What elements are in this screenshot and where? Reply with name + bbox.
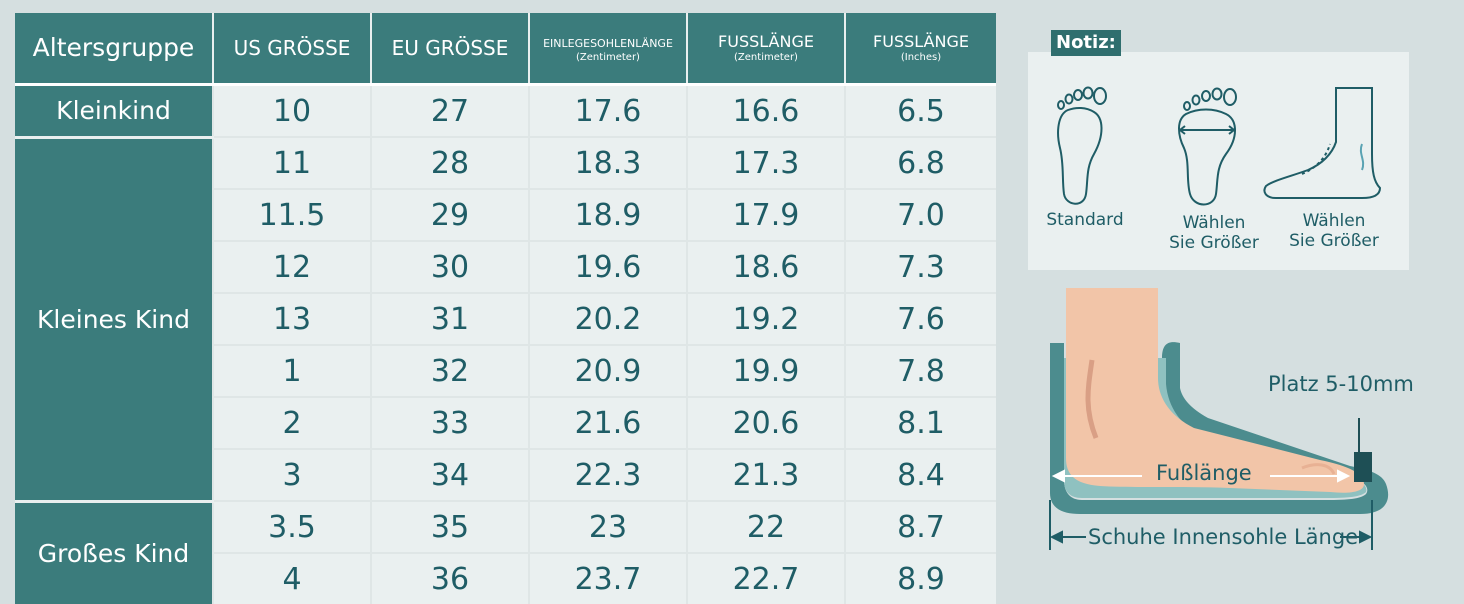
foot-length-in-cell: 7.6: [844, 292, 996, 345]
table-row: 12 30 19.6 18.6 7.3: [15, 240, 996, 293]
insole-length-cell: 23.7: [528, 552, 687, 604]
note-tag: Notiz:: [1051, 30, 1121, 56]
foot-length-cm-cell: 21.3: [686, 448, 845, 501]
insole-length-cell: 22.3: [528, 448, 687, 501]
table-row: 11.5 29 18.9 17.9 7.0: [15, 188, 996, 241]
us-size-cell: 3: [212, 448, 371, 501]
eu-size-cell: 30: [370, 240, 529, 293]
insole-length-cell: 17.6: [528, 83, 687, 137]
foot-length-cm-cell: 19.9: [686, 344, 845, 397]
table-row: Kleines Kind 11 28 18.3 17.3 6.8: [15, 135, 996, 501]
foot-length-cm-cell: 17.3: [686, 136, 845, 189]
foot-length-label: Fußlänge: [1156, 461, 1252, 485]
age-group-toddler: Kleinkind: [15, 83, 213, 137]
header-foot-length-cm: FUSSLÄNGE (Zentimeter): [687, 13, 846, 85]
foot-length-in-cell: 6.8: [844, 136, 996, 189]
insole-length-label: Schuhe Innensohle Länge: [1088, 525, 1359, 549]
table-row: 3 34 22.3 21.3 8.4: [15, 448, 996, 501]
insole-length-cell: 20.9: [528, 344, 687, 397]
foot-length-cm-cell: 17.9: [686, 188, 845, 241]
header-insole-length: EINLEGESOHLENLÄNGE (Zentimeter): [529, 13, 688, 85]
shoe-measurement-illustration: [1049, 288, 1389, 550]
foot-length-in-cell: 7.3: [844, 240, 996, 293]
eu-size-cell: 34: [370, 448, 529, 501]
table-row: Kleinkind 10 27 17.6 16.6 6.5: [15, 83, 996, 137]
table-row: 1 32 20.9 19.9 7.8: [15, 344, 996, 397]
table-row: 13 31 20.2 19.2 7.6: [15, 292, 996, 345]
eu-size-cell: 31: [370, 292, 529, 345]
size-table: Altersgruppe US GRÖSSE EU GRÖSSE EINLEGE…: [15, 13, 996, 604]
label-choose-bigger-wide: Wählen Sie Größer: [1169, 213, 1259, 254]
us-size-cell: 11: [212, 136, 371, 189]
label-choose-bigger-high: Wählen Sie Größer: [1289, 211, 1379, 252]
insole-length-cell: 18.9: [528, 188, 687, 241]
space-label: Platz 5-10mm: [1268, 372, 1414, 396]
eu-size-cell: 35: [370, 500, 529, 553]
us-size-cell: 10: [212, 83, 371, 137]
header-eu-size: EU GRÖSSE: [371, 13, 530, 85]
insole-length-cell: 19.6: [528, 240, 687, 293]
insole-length-cell: 20.2: [528, 292, 687, 345]
insole-length-cell: 23: [528, 500, 687, 553]
us-size-cell: 12: [212, 240, 371, 293]
foot-length-in-cell: 7.8: [844, 344, 996, 397]
insole-length-cell: 21.6: [528, 396, 687, 449]
high-instep-foot-icon: [1263, 87, 1382, 199]
foot-length-cm-cell: 19.2: [686, 292, 845, 345]
eu-size-cell: 27: [370, 83, 529, 137]
size-table-container: Altersgruppe US GRÖSSE EU GRÖSSE EINLEGE…: [15, 13, 996, 604]
foot-length-in-cell: 6.5: [844, 83, 996, 137]
us-size-cell: 4: [212, 552, 371, 604]
age-group-big-kid: Großes Kind: [15, 499, 213, 604]
wide-foot-icon: [1178, 87, 1237, 206]
foot-length-cm-cell: 22.7: [686, 552, 845, 604]
foot-length-cm-cell: 20.6: [686, 396, 845, 449]
foot-length-in-cell: 8.1: [844, 396, 996, 449]
foot-length-in-cell: 8.9: [844, 552, 996, 604]
insole-length-cell: 18.3: [528, 136, 687, 189]
standard-foot-icon: [1057, 86, 1107, 205]
foot-length-in-cell: 8.7: [844, 500, 996, 553]
eu-size-cell: 33: [370, 396, 529, 449]
table-row: Großes Kind 3.5 35 23 22 8.7: [15, 499, 996, 604]
foot-length-cm-cell: 22: [686, 500, 845, 553]
foot-length-cm-cell: 18.6: [686, 240, 845, 293]
header-row: Altersgruppe US GRÖSSE EU GRÖSSE EINLEGE…: [15, 13, 996, 85]
foot-length-cm-cell: 16.6: [686, 83, 845, 137]
eu-size-cell: 32: [370, 344, 529, 397]
us-size-cell: 2: [212, 396, 371, 449]
us-size-cell: 3.5: [212, 500, 371, 553]
label-standard: Standard: [1046, 210, 1124, 230]
foot-length-in-cell: 7.0: [844, 188, 996, 241]
header-foot-length-inches: FUSSLÄNGE (Inches): [845, 13, 996, 85]
eu-size-cell: 36: [370, 552, 529, 604]
age-group-little-kid: Kleines Kind: [15, 135, 213, 501]
header-us-size: US GRÖSSE: [213, 13, 372, 85]
header-age-group: Altersgruppe: [15, 13, 214, 85]
table-row: 4 36 23.7 22.7 8.9: [15, 552, 996, 604]
eu-size-cell: 28: [370, 136, 529, 189]
us-size-cell: 11.5: [212, 188, 371, 241]
foot-length-in-cell: 8.4: [844, 448, 996, 501]
us-size-cell: 13: [212, 292, 371, 345]
eu-size-cell: 29: [370, 188, 529, 241]
table-row: 2 33 21.6 20.6 8.1: [15, 396, 996, 449]
us-size-cell: 1: [212, 344, 371, 397]
